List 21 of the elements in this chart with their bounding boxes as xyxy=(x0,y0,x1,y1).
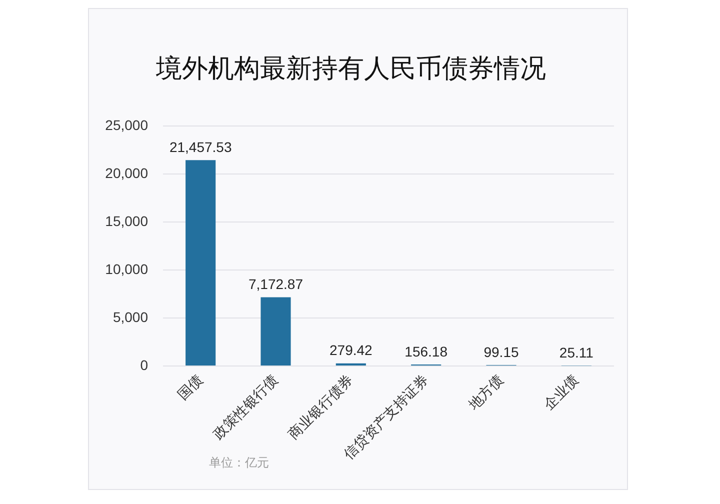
x-tick-label: 地方债 xyxy=(464,371,506,414)
y-tick-label: 5,000 xyxy=(112,308,148,325)
data-label: 156.18 xyxy=(404,343,448,360)
chart-title: 境外机构最新持有人民币债券情况 xyxy=(155,52,546,83)
y-tick-label: 20,000 xyxy=(105,165,148,182)
x-tick-label: 政策性银行债 xyxy=(210,371,281,442)
data-label: 7,172.87 xyxy=(248,276,304,292)
x-tick-label: 商业银行债券 xyxy=(285,371,356,442)
data-label: 279.42 xyxy=(330,342,373,358)
bar xyxy=(186,160,216,366)
y-tick-label: 15,000 xyxy=(105,212,148,229)
data-label: 21,457.53 xyxy=(169,139,232,156)
y-tick-label: 0 xyxy=(140,356,148,373)
y-tick-label: 25,000 xyxy=(105,117,148,134)
data-label: 25.11 xyxy=(559,344,594,361)
bar xyxy=(260,297,291,366)
y-tick-label: 10,000 xyxy=(105,260,148,277)
data-label: 99.15 xyxy=(484,344,519,360)
text: 单位：亿元 xyxy=(209,455,269,470)
x-tick-label: 国债 xyxy=(174,371,206,403)
x-tick-label: 企业债 xyxy=(540,371,582,412)
